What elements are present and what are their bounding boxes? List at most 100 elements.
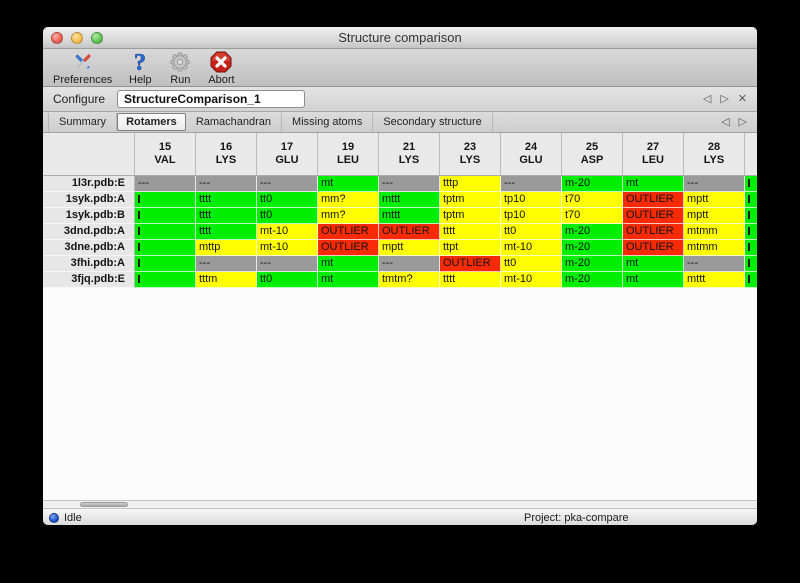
column-header-28[interactable]: 28 LYS — [684, 133, 745, 175]
cell-1l3r.pdb:E-25[interactable]: m-20 — [562, 176, 623, 192]
cell-1syk.pdb:B-28[interactable]: mptt — [684, 208, 745, 224]
cell-3dnd.pdb:A-17[interactable]: mt-10 — [257, 224, 318, 240]
cell-1syk.pdb:B-25[interactable]: t70 — [562, 208, 623, 224]
cell-3dnd.pdb:A-24[interactable]: tt0 — [501, 224, 562, 240]
cell-3dnd.pdb:A-16[interactable]: tttt — [196, 224, 257, 240]
cell-1l3r.pdb:E-17[interactable]: --- — [257, 176, 318, 192]
cell-3fjq.pdb:E-27[interactable]: mt — [623, 272, 684, 288]
cell-1syk.pdb:B-15[interactable] — [135, 208, 196, 224]
tab-secondary-structure[interactable]: Secondary structure — [373, 112, 493, 132]
cell-3dne.pdb:A-19[interactable]: OUTLIER — [318, 240, 379, 256]
next-configuration-icon[interactable]: ▷ — [720, 93, 729, 105]
cell-1l3r.pdb:E-28[interactable]: --- — [684, 176, 745, 192]
prev-tab-icon[interactable]: ◁ — [721, 116, 730, 128]
cell-3fhi.pdb:A-17[interactable]: --- — [257, 256, 318, 272]
row-label[interactable]: 1syk.pdb:B — [43, 208, 135, 224]
close-configuration-icon[interactable]: ✕ — [737, 93, 747, 105]
cell-3fjq.pdb:E-21[interactable]: tmtm? — [379, 272, 440, 288]
cell-3dne.pdb:A-15[interactable] — [135, 240, 196, 256]
row-label[interactable]: 3dne.pdb:A — [43, 240, 135, 256]
scrollbar-thumb[interactable] — [80, 502, 128, 507]
cell-3dne.pdb:A-25[interactable]: m-20 — [562, 240, 623, 256]
cell-3dne.pdb:A-21[interactable]: mptt — [379, 240, 440, 256]
cell-1syk.pdb:B-17[interactable]: tt0 — [257, 208, 318, 224]
cell-3dnd.pdb:A-27[interactable]: OUTLIER — [623, 224, 684, 240]
cell-1l3r.pdb:E-21[interactable]: --- — [379, 176, 440, 192]
cell-3dnd.pdb:A-19[interactable]: OUTLIER — [318, 224, 379, 240]
cell-1l3r.pdb:E-27[interactable]: mt — [623, 176, 684, 192]
cell-3dnd.pdb:A-28[interactable]: mtmm — [684, 224, 745, 240]
configuration-name-input[interactable]: StructureComparison_1 — [117, 90, 306, 108]
cell-3fhi.pdb:A-15[interactable] — [135, 256, 196, 272]
column-header-25[interactable]: 25 ASP — [562, 133, 623, 175]
cell-1syk.pdb:A-23[interactable]: tptm — [440, 192, 501, 208]
column-header-17[interactable]: 17 GLU — [257, 133, 318, 175]
cell-3dnd.pdb:A-25[interactable]: m-20 — [562, 224, 623, 240]
column-header-16[interactable]: 16 LYS — [196, 133, 257, 175]
tab-ramachandran[interactable]: Ramachandran — [186, 112, 283, 132]
zoom-window-button[interactable] — [91, 32, 103, 44]
cell-1syk.pdb:A-28[interactable]: mptt — [684, 192, 745, 208]
column-header-27[interactable]: 27 LEU — [623, 133, 684, 175]
cell-1syk.pdb:A-27[interactable]: OUTLIER — [623, 192, 684, 208]
cell-1syk.pdb:A-21[interactable]: mttt — [379, 192, 440, 208]
tab-missing-atoms[interactable]: Missing atoms — [282, 112, 374, 132]
cell-1l3r.pdb:E-19[interactable]: mt — [318, 176, 379, 192]
cell-3fhi.pdb:A-23[interactable]: OUTLIER — [440, 256, 501, 272]
cell-3dnd.pdb:A-23[interactable]: tttt — [440, 224, 501, 240]
cell-3fjq.pdb:E-15[interactable] — [135, 272, 196, 288]
cell-3fhi.pdb:A-27[interactable]: mt — [623, 256, 684, 272]
cell-1l3r.pdb:E-23[interactable]: tttp — [440, 176, 501, 192]
cell-3fhi.pdb:A-16[interactable]: --- — [196, 256, 257, 272]
cell-3fjq.pdb:E-23[interactable]: tttt — [440, 272, 501, 288]
row-label[interactable]: 3fhi.pdb:A — [43, 256, 135, 272]
column-header-21[interactable]: 21 LYS — [379, 133, 440, 175]
cell-3fhi.pdb:A-25[interactable]: m-20 — [562, 256, 623, 272]
cell-1syk.pdb:B-16[interactable]: tttt — [196, 208, 257, 224]
cell-3dnd.pdb:A-21[interactable]: OUTLIER — [379, 224, 440, 240]
run-button[interactable]: Run — [168, 50, 192, 86]
cell-3dne.pdb:A-24[interactable]: mt-10 — [501, 240, 562, 256]
cell-1syk.pdb:B-24[interactable]: tp10 — [501, 208, 562, 224]
tab-rotamers[interactable]: Rotamers — [117, 113, 186, 131]
cell-3fjq.pdb:E-16[interactable]: tttm — [196, 272, 257, 288]
cell-1syk.pdb:B-21[interactable]: mttt — [379, 208, 440, 224]
cell-1syk.pdb:A-15[interactable] — [135, 192, 196, 208]
cell-3fjq.pdb:E-28[interactable]: mttt — [684, 272, 745, 288]
minimize-window-button[interactable] — [71, 32, 83, 44]
cell-1syk.pdb:A-24[interactable]: tp10 — [501, 192, 562, 208]
cell-3fhi.pdb:A-21[interactable]: --- — [379, 256, 440, 272]
horizontal-scrollbar[interactable] — [43, 500, 757, 509]
cell-3fjq.pdb:E-17[interactable]: tt0 — [257, 272, 318, 288]
cell-3fjq.pdb:E-24[interactable]: mt-10 — [501, 272, 562, 288]
close-window-button[interactable] — [51, 32, 63, 44]
cell-1syk.pdb:A-19[interactable]: mm? — [318, 192, 379, 208]
next-tab-icon[interactable]: ▷ — [738, 116, 747, 128]
cell-3fhi.pdb:A-19[interactable]: mt — [318, 256, 379, 272]
cell-3dne.pdb:A-28[interactable]: mtmm — [684, 240, 745, 256]
column-header-15[interactable]: 15 VAL — [135, 133, 196, 175]
cell-3dne.pdb:A-27[interactable]: OUTLIER — [623, 240, 684, 256]
column-header-23[interactable]: 23 LYS — [440, 133, 501, 175]
preferences-button[interactable]: Preferences — [53, 50, 112, 86]
cell-3dnd.pdb:A-15[interactable] — [135, 224, 196, 240]
cell-1syk.pdb:A-25[interactable]: t70 — [562, 192, 623, 208]
cell-1syk.pdb:A-16[interactable]: tttt — [196, 192, 257, 208]
cell-1syk.pdb:B-27[interactable]: OUTLIER — [623, 208, 684, 224]
cell-1l3r.pdb:E-16[interactable]: --- — [196, 176, 257, 192]
column-header-24[interactable]: 24 GLU — [501, 133, 562, 175]
cell-3fhi.pdb:A-28[interactable]: --- — [684, 256, 745, 272]
row-label[interactable]: 3fjq.pdb:E — [43, 272, 135, 288]
cell-3fhi.pdb:A-24[interactable]: tt0 — [501, 256, 562, 272]
row-label[interactable]: 1syk.pdb:A — [43, 192, 135, 208]
cell-1syk.pdb:B-19[interactable]: mm? — [318, 208, 379, 224]
cell-1syk.pdb:A-17[interactable]: tt0 — [257, 192, 318, 208]
tab-summary[interactable]: Summary — [48, 112, 118, 132]
cell-1l3r.pdb:E-15[interactable]: --- — [135, 176, 196, 192]
cell-3fjq.pdb:E-25[interactable]: m-20 — [562, 272, 623, 288]
cell-3fjq.pdb:E-19[interactable]: mt — [318, 272, 379, 288]
title-bar[interactable]: Structure comparison — [43, 27, 757, 49]
column-header-19[interactable]: 19 LEU — [318, 133, 379, 175]
row-label[interactable]: 3dnd.pdb:A — [43, 224, 135, 240]
cell-3dne.pdb:A-16[interactable]: mttp — [196, 240, 257, 256]
